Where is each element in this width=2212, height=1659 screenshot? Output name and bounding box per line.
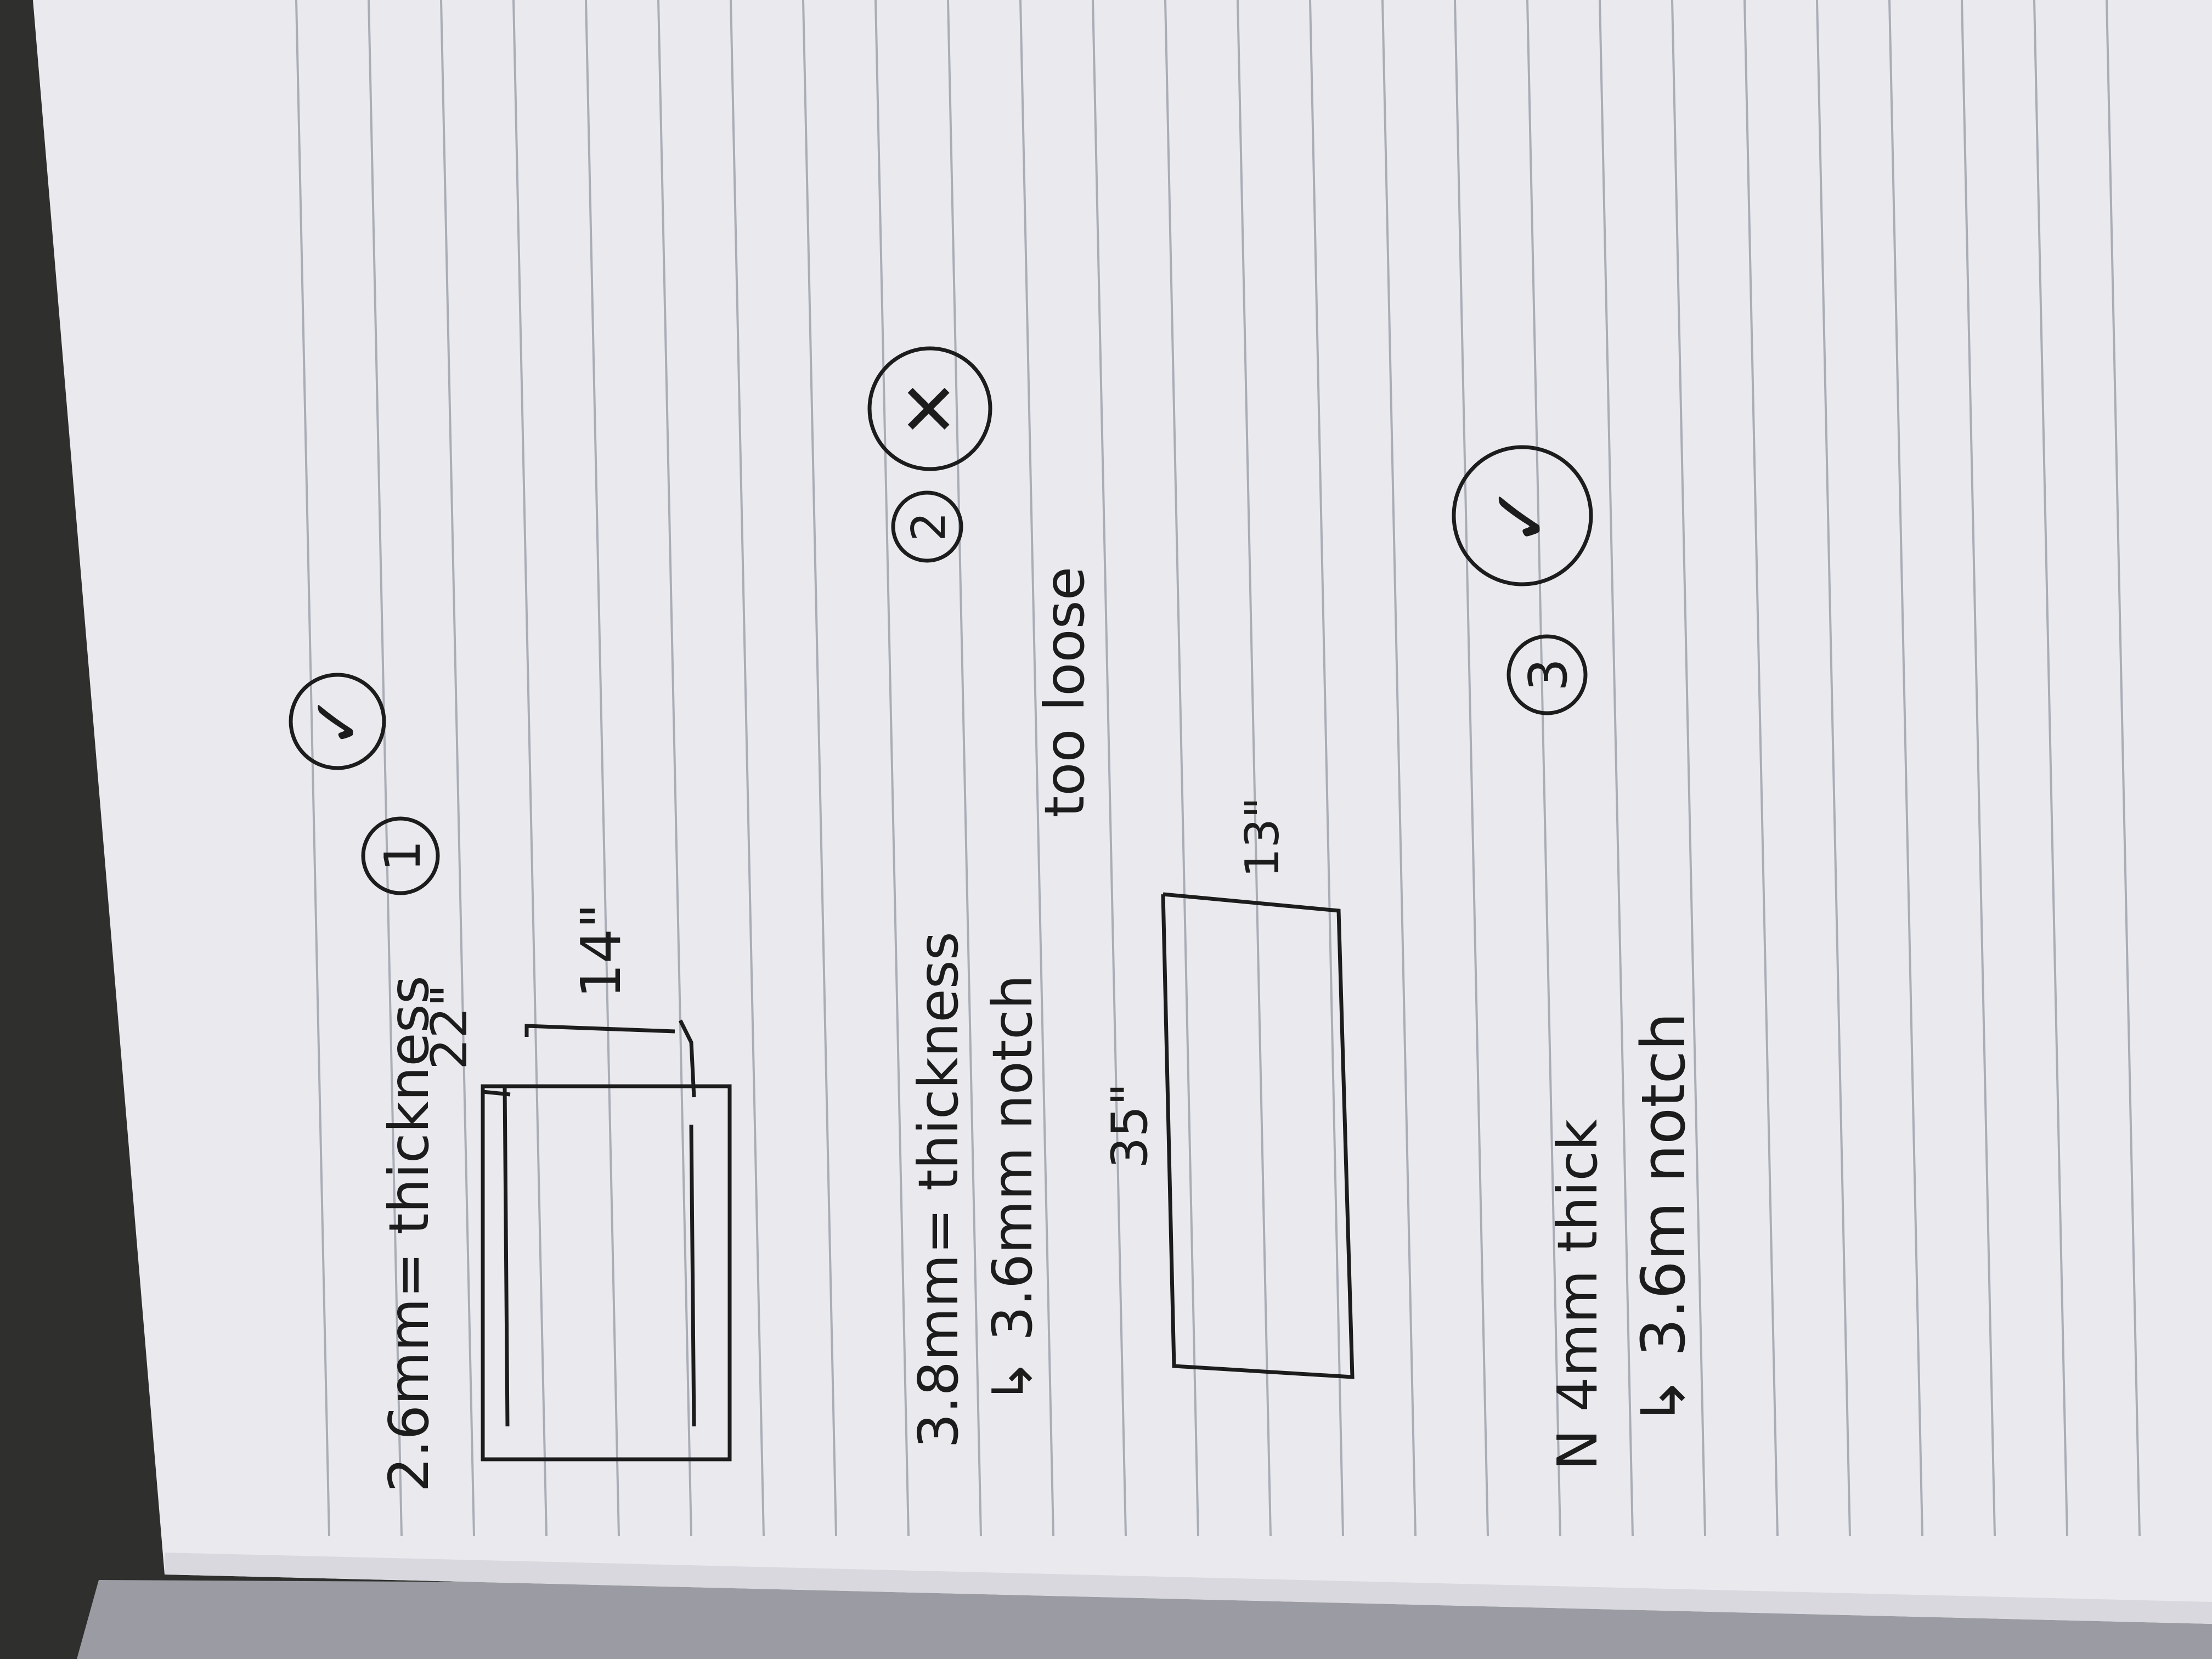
entry-1-width-dim: 22" <box>421 984 478 1070</box>
entry-1-result: ✓ <box>289 673 386 770</box>
ruled-line <box>295 0 330 1537</box>
ruled-line <box>2033 0 2068 1537</box>
entry-3-notch-text: ↳ 3.6m notch <box>1628 1012 1699 1426</box>
ruled-line <box>512 0 548 1537</box>
ruled-line <box>1454 0 1489 1537</box>
entry-2-notch-text: ↳ 3.6mm notch <box>980 975 1045 1404</box>
ruled-line <box>1961 0 1996 1537</box>
ruled-line <box>1599 0 1634 1537</box>
entry-2-result-mark: ✕ <box>888 379 972 439</box>
ruled-line <box>947 0 982 1537</box>
entry-1: 2.6mm= thickness <box>377 975 441 1492</box>
ruled-line <box>1526 0 1561 1537</box>
ruled-line <box>2106 0 2141 1537</box>
sketch-2-rectangle <box>1161 892 1355 1379</box>
ruled-line <box>1816 0 1851 1537</box>
ruled-line <box>1671 0 1706 1537</box>
ruled-lines <box>295 0 2141 1537</box>
circled-number-3-icon <box>1506 634 1588 715</box>
page-binding-shadow <box>165 1553 2212 1624</box>
entry-2-comment: too loose <box>1032 567 1097 817</box>
notebook-page <box>33 0 2212 1624</box>
entry-3-result-mark: ✓ <box>1476 483 1566 548</box>
entry-2-thickness-text: 3.8mm= thickness <box>906 932 970 1448</box>
entry-2-number-label: 2 <box>902 512 956 541</box>
x-mark-circle-icon <box>867 346 992 471</box>
entry-1-number-label: 1 <box>374 840 432 871</box>
ruled-line <box>1381 0 1417 1537</box>
entry-3-thickness-text: N 4mm thick <box>1545 1119 1610 1470</box>
ruled-line <box>1019 0 1054 1537</box>
entry-2-width-dim: 35" <box>1101 1083 1159 1169</box>
entry-2-number: 2 <box>891 490 963 563</box>
sketch-1-rectangle <box>481 1084 732 1462</box>
circled-number-1-icon <box>361 816 440 895</box>
ruled-line <box>1309 0 1344 1537</box>
entry-3-result: ✓ <box>1452 445 1593 586</box>
entry-1-thickness-text: 2.6mm= thickness <box>377 975 441 1492</box>
check-mark-circle-icon <box>1452 445 1593 586</box>
ruled-line <box>1888 0 1923 1537</box>
entry-1-number: 1 <box>361 816 440 895</box>
sketch-1-inner-frame <box>482 1019 696 1427</box>
ruled-line <box>657 0 692 1537</box>
entry-3-number-label: 3 <box>1519 658 1579 691</box>
ruled-line <box>1092 0 1127 1537</box>
entry-1-result-mark: ✓ <box>299 694 375 749</box>
entry-1-height-dim: 14" <box>569 904 633 998</box>
check-mark-circle-icon <box>289 673 386 770</box>
ruled-line <box>874 0 910 1537</box>
ruled-line <box>730 0 765 1537</box>
ruled-line <box>1743 0 1779 1537</box>
ruled-line <box>368 0 403 1537</box>
ruled-line <box>585 0 620 1537</box>
ruled-line <box>802 0 837 1537</box>
entry-3-number: 3 <box>1506 634 1588 715</box>
ruled-line <box>440 0 475 1537</box>
entry-2-result: ✕ <box>867 346 992 471</box>
ruled-line <box>1237 0 1272 1537</box>
ruled-line <box>1164 0 1199 1537</box>
entry-2-height-dim: 13" <box>1235 797 1290 878</box>
circled-number-2-icon <box>891 490 963 563</box>
